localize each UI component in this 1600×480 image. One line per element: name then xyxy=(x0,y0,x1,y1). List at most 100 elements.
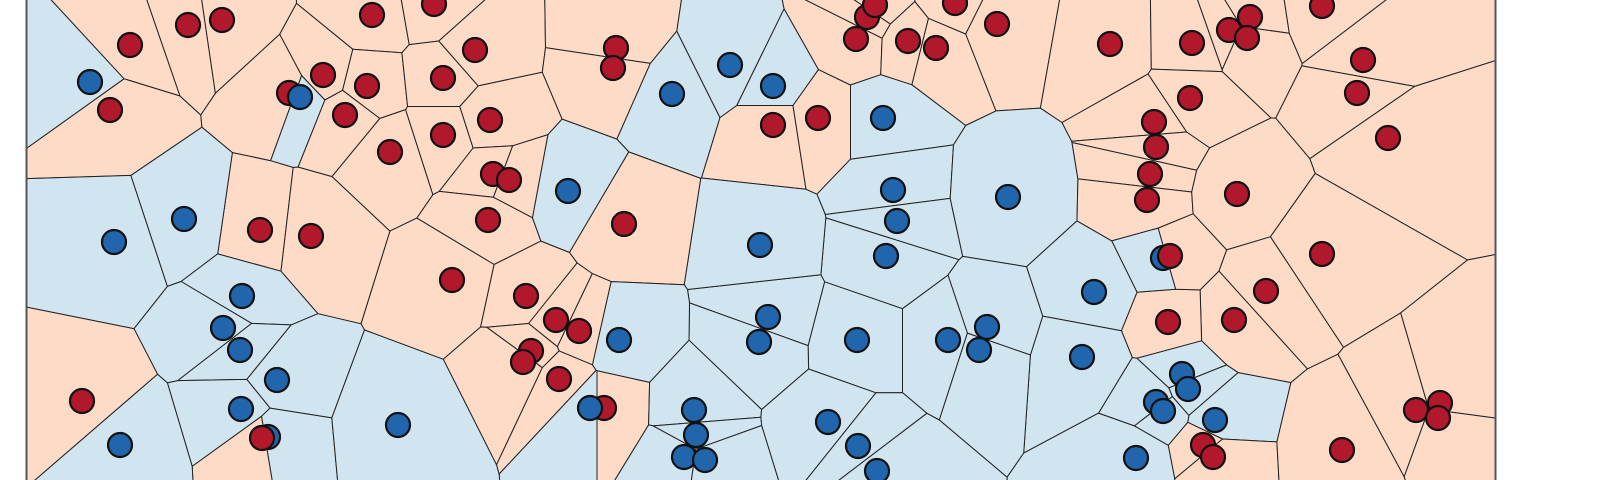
blue-point xyxy=(100,228,128,256)
red-point xyxy=(438,266,466,294)
red-point xyxy=(474,206,502,234)
red-point xyxy=(565,317,593,345)
red-point xyxy=(331,101,359,129)
red-point xyxy=(174,11,202,39)
blue-point xyxy=(934,326,962,354)
blue-point xyxy=(994,183,1022,211)
red-point xyxy=(804,104,832,132)
red-point xyxy=(208,6,236,34)
red-point xyxy=(894,27,922,55)
blue-point xyxy=(384,411,412,439)
blue-point xyxy=(106,431,134,459)
red-point xyxy=(1252,277,1280,305)
blue-point xyxy=(843,326,871,354)
red-point xyxy=(420,0,448,18)
red-point xyxy=(1308,240,1336,268)
blue-point xyxy=(286,83,314,111)
red-point xyxy=(1096,30,1124,58)
red-point xyxy=(309,61,337,89)
red-point xyxy=(512,282,540,310)
red-point xyxy=(1133,186,1161,214)
red-point xyxy=(922,34,950,62)
red-point xyxy=(1178,29,1206,57)
red-point xyxy=(542,306,570,334)
blue-point xyxy=(1080,278,1108,306)
red-point xyxy=(1223,180,1251,208)
blue-point xyxy=(872,242,900,270)
blue-point xyxy=(228,282,256,310)
red-point xyxy=(1142,133,1170,161)
red-point xyxy=(495,166,523,194)
red-point xyxy=(248,424,276,452)
blue-point xyxy=(227,395,255,423)
blue-point xyxy=(754,303,782,331)
blue-point xyxy=(814,408,842,436)
red-point xyxy=(376,138,404,166)
blue-point xyxy=(554,177,582,205)
red-point xyxy=(297,222,325,250)
blue-point xyxy=(263,366,291,394)
voronoi-cell-red xyxy=(1157,213,1228,291)
red-point xyxy=(599,54,627,82)
blue-point xyxy=(745,328,773,356)
red-point xyxy=(1156,242,1184,270)
red-point xyxy=(1402,396,1430,424)
red-point xyxy=(1220,306,1248,334)
blue-point xyxy=(605,326,633,354)
blue-point xyxy=(863,457,891,480)
voronoi-cell-blue xyxy=(498,369,598,480)
red-point xyxy=(476,106,504,134)
blue-point xyxy=(759,72,787,100)
blue-point xyxy=(209,314,237,342)
red-point xyxy=(358,1,386,29)
blue-point xyxy=(973,313,1001,341)
voronoi-cell-red xyxy=(1400,254,1495,419)
red-point xyxy=(842,25,870,53)
blue-point xyxy=(226,336,254,364)
blue-point xyxy=(1149,397,1177,425)
blue-point xyxy=(680,396,708,424)
red-point xyxy=(1136,160,1164,188)
red-point xyxy=(509,348,537,376)
blue-point xyxy=(1201,406,1229,434)
blue-point xyxy=(691,446,719,474)
blue-point xyxy=(76,68,104,96)
red-point xyxy=(116,31,144,59)
red-point xyxy=(1424,404,1452,432)
blue-point xyxy=(746,231,774,259)
voronoi-cells xyxy=(27,0,1495,480)
red-point xyxy=(353,72,381,100)
blue-point xyxy=(879,176,907,204)
red-point xyxy=(1343,79,1371,107)
red-point xyxy=(429,121,457,149)
blue-point xyxy=(965,336,993,364)
red-point xyxy=(1199,443,1227,471)
red-point xyxy=(983,10,1011,38)
red-point xyxy=(1140,108,1168,136)
red-point xyxy=(1176,84,1204,112)
blue-point xyxy=(1122,444,1150,472)
blue-point xyxy=(844,432,872,460)
red-point xyxy=(246,216,274,244)
blue-point xyxy=(883,207,911,235)
red-point xyxy=(941,0,969,17)
blue-point xyxy=(170,205,198,233)
red-point xyxy=(1328,436,1356,464)
blue-point xyxy=(716,51,744,79)
red-point xyxy=(610,210,638,238)
blue-point xyxy=(1174,375,1202,403)
blue-point xyxy=(658,80,686,108)
red-point xyxy=(461,36,489,64)
red-point xyxy=(759,111,787,139)
red-point xyxy=(545,365,573,393)
red-point xyxy=(861,0,889,19)
data-points xyxy=(68,0,1454,480)
blue-point xyxy=(576,394,604,422)
red-point xyxy=(429,64,457,92)
red-point xyxy=(1349,46,1377,74)
red-point xyxy=(1233,24,1261,52)
red-point xyxy=(1154,308,1182,336)
red-point xyxy=(68,387,96,415)
